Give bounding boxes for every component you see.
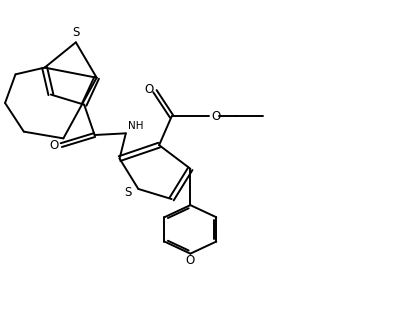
Text: O: O: [144, 83, 153, 96]
Text: O: O: [211, 110, 220, 123]
Text: S: S: [124, 187, 132, 199]
Text: O: O: [186, 254, 195, 267]
Text: O: O: [49, 139, 59, 152]
Text: S: S: [72, 26, 80, 39]
Text: NH: NH: [128, 121, 144, 131]
